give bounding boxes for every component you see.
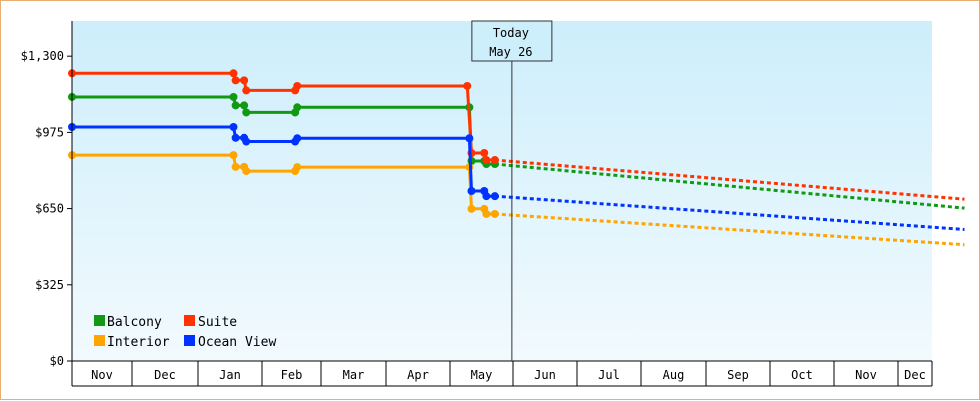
x-tick-label: Jan [219,368,241,382]
data-point-interior[interactable] [231,162,240,171]
data-point-suite[interactable] [293,81,302,90]
forecast-line-ocean-view [494,194,965,231]
legend-label-interior[interactable]: Interior [107,335,170,350]
data-point-ocean-view[interactable] [482,192,491,201]
data-point-ocean-view[interactable] [467,187,476,195]
legend-label-balcony[interactable]: Balcony [107,315,162,330]
legend-label-suite[interactable]: Suite [198,315,237,330]
y-tick-label: $975 [35,125,64,139]
data-point-suite[interactable] [240,76,249,85]
data-point-balcony[interactable] [240,101,249,110]
legend-swatch-suite [184,315,195,326]
data-point-interior[interactable] [293,163,302,172]
today-date: May 26 [489,45,532,59]
x-tick-label: Nov [91,368,113,382]
data-point-ocean-view[interactable] [242,137,251,146]
data-point-suite[interactable] [480,149,489,158]
data-point-interior[interactable] [490,209,499,218]
data-point-suite[interactable] [242,86,251,95]
today-box [471,20,553,62]
data-point-interior[interactable] [482,209,491,218]
data-point-ocean-view[interactable] [490,192,499,201]
x-tick-label: Jul [598,368,620,382]
data-point-suite[interactable] [231,76,240,85]
forecast-line-balcony [494,162,965,210]
data-point-interior[interactable] [229,151,238,160]
forecast-line-interior [494,212,965,247]
x-tick-label: May [471,368,493,382]
x-tick-label: Jun [534,368,556,382]
legend-swatch-interior [94,335,105,346]
data-point-suite[interactable] [482,156,491,165]
x-tick-label: Apr [407,368,429,382]
data-point-balcony[interactable] [229,92,238,101]
data-point-suite[interactable] [490,156,499,165]
x-tick-label: Oct [791,368,813,382]
data-point-ocean-view[interactable] [229,122,238,131]
forecast-line-suite [494,158,965,201]
x-ticks: Nov Dec Jan Feb Mar Apr May Jun Jul Aug Sep Oct Nov D… [71,361,933,387]
today-label: Today [493,26,529,40]
data-point-balcony[interactable] [242,108,251,117]
legend-label-ocean-view[interactable]: Ocean View [198,335,276,350]
x-tick-label: Dec [154,368,176,382]
y-ticks: $0 $325 $650 $975 $1,300 [21,49,72,368]
y-tick-label: $1,300 [21,49,64,63]
x-tick-label: Dec [904,368,926,382]
data-point-interior[interactable] [467,204,476,213]
data-point-ocean-view[interactable] [293,134,302,143]
data-point-interior[interactable] [242,167,251,176]
series-layer [68,69,499,218]
x-tick-label: Nov [855,368,877,382]
data-point-balcony[interactable] [231,101,240,110]
data-point-ocean-view[interactable] [231,133,240,142]
y-tick-label: $325 [35,278,64,292]
legend-swatch-balcony [94,315,105,326]
x-tick-label: Feb [281,368,303,382]
data-point-balcony[interactable] [293,103,302,112]
y-tick-label: $0 [50,354,64,368]
data-point-suite[interactable] [463,81,472,90]
legend: Balcony Suite Interior Ocean View [94,315,276,350]
data-point-suite[interactable] [229,69,238,78]
x-tick-label: Sep [727,368,749,382]
legend-swatch-ocean-view [184,335,195,346]
x-tick-label: Mar [343,368,365,382]
data-point-ocean-view[interactable] [465,134,474,143]
y-tick-label: $650 [35,202,64,216]
forecast-layer [494,158,965,247]
x-tick-label: Aug [663,368,685,382]
today-marker: Today May 26 [471,20,553,361]
